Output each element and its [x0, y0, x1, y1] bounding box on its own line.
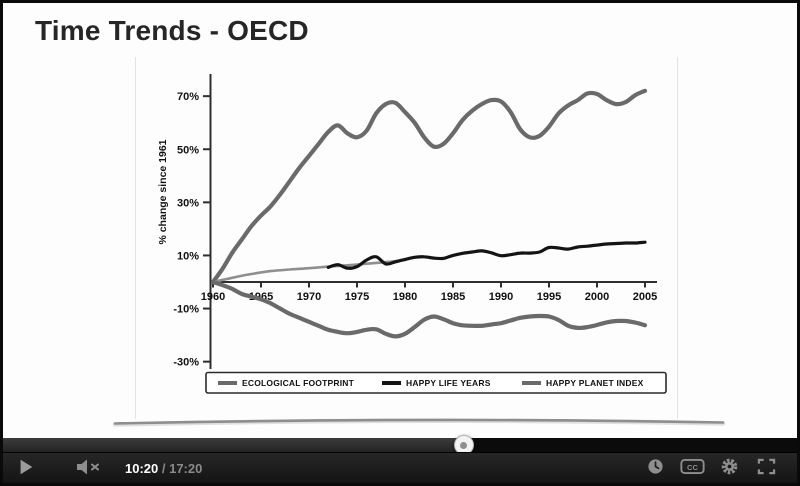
watch-later-button[interactable]	[637, 458, 674, 478]
time-display: 10:20 / 17:20	[125, 461, 202, 476]
gear-icon	[720, 457, 739, 479]
captions-button[interactable]: CC	[674, 458, 711, 478]
play-button[interactable]	[3, 453, 49, 483]
time-separator: /	[158, 460, 170, 476]
fullscreen-icon	[757, 458, 776, 478]
time-duration: 17:20	[169, 460, 203, 476]
clock-icon	[647, 458, 664, 478]
time-current: 10:20	[125, 460, 159, 476]
volume-button[interactable]	[67, 453, 111, 483]
seek-bar[interactable]	[3, 435, 797, 455]
cc-icon: CC	[680, 458, 705, 478]
slide-title: Time Trends - OECD	[35, 15, 309, 46]
fullscreen-button[interactable]	[748, 458, 785, 478]
volume-muted-icon	[75, 458, 103, 479]
svg-text:CC: CC	[687, 463, 698, 472]
settings-button[interactable]	[711, 457, 748, 479]
controls-right-group: CC	[637, 457, 785, 479]
seek-played	[3, 438, 464, 452]
play-icon	[17, 458, 35, 479]
slide: Time Trends - OECD	[3, 3, 797, 438]
player-controls: 10:20 / 17:20 CC	[3, 452, 797, 483]
seek-knob-dot	[460, 441, 468, 449]
